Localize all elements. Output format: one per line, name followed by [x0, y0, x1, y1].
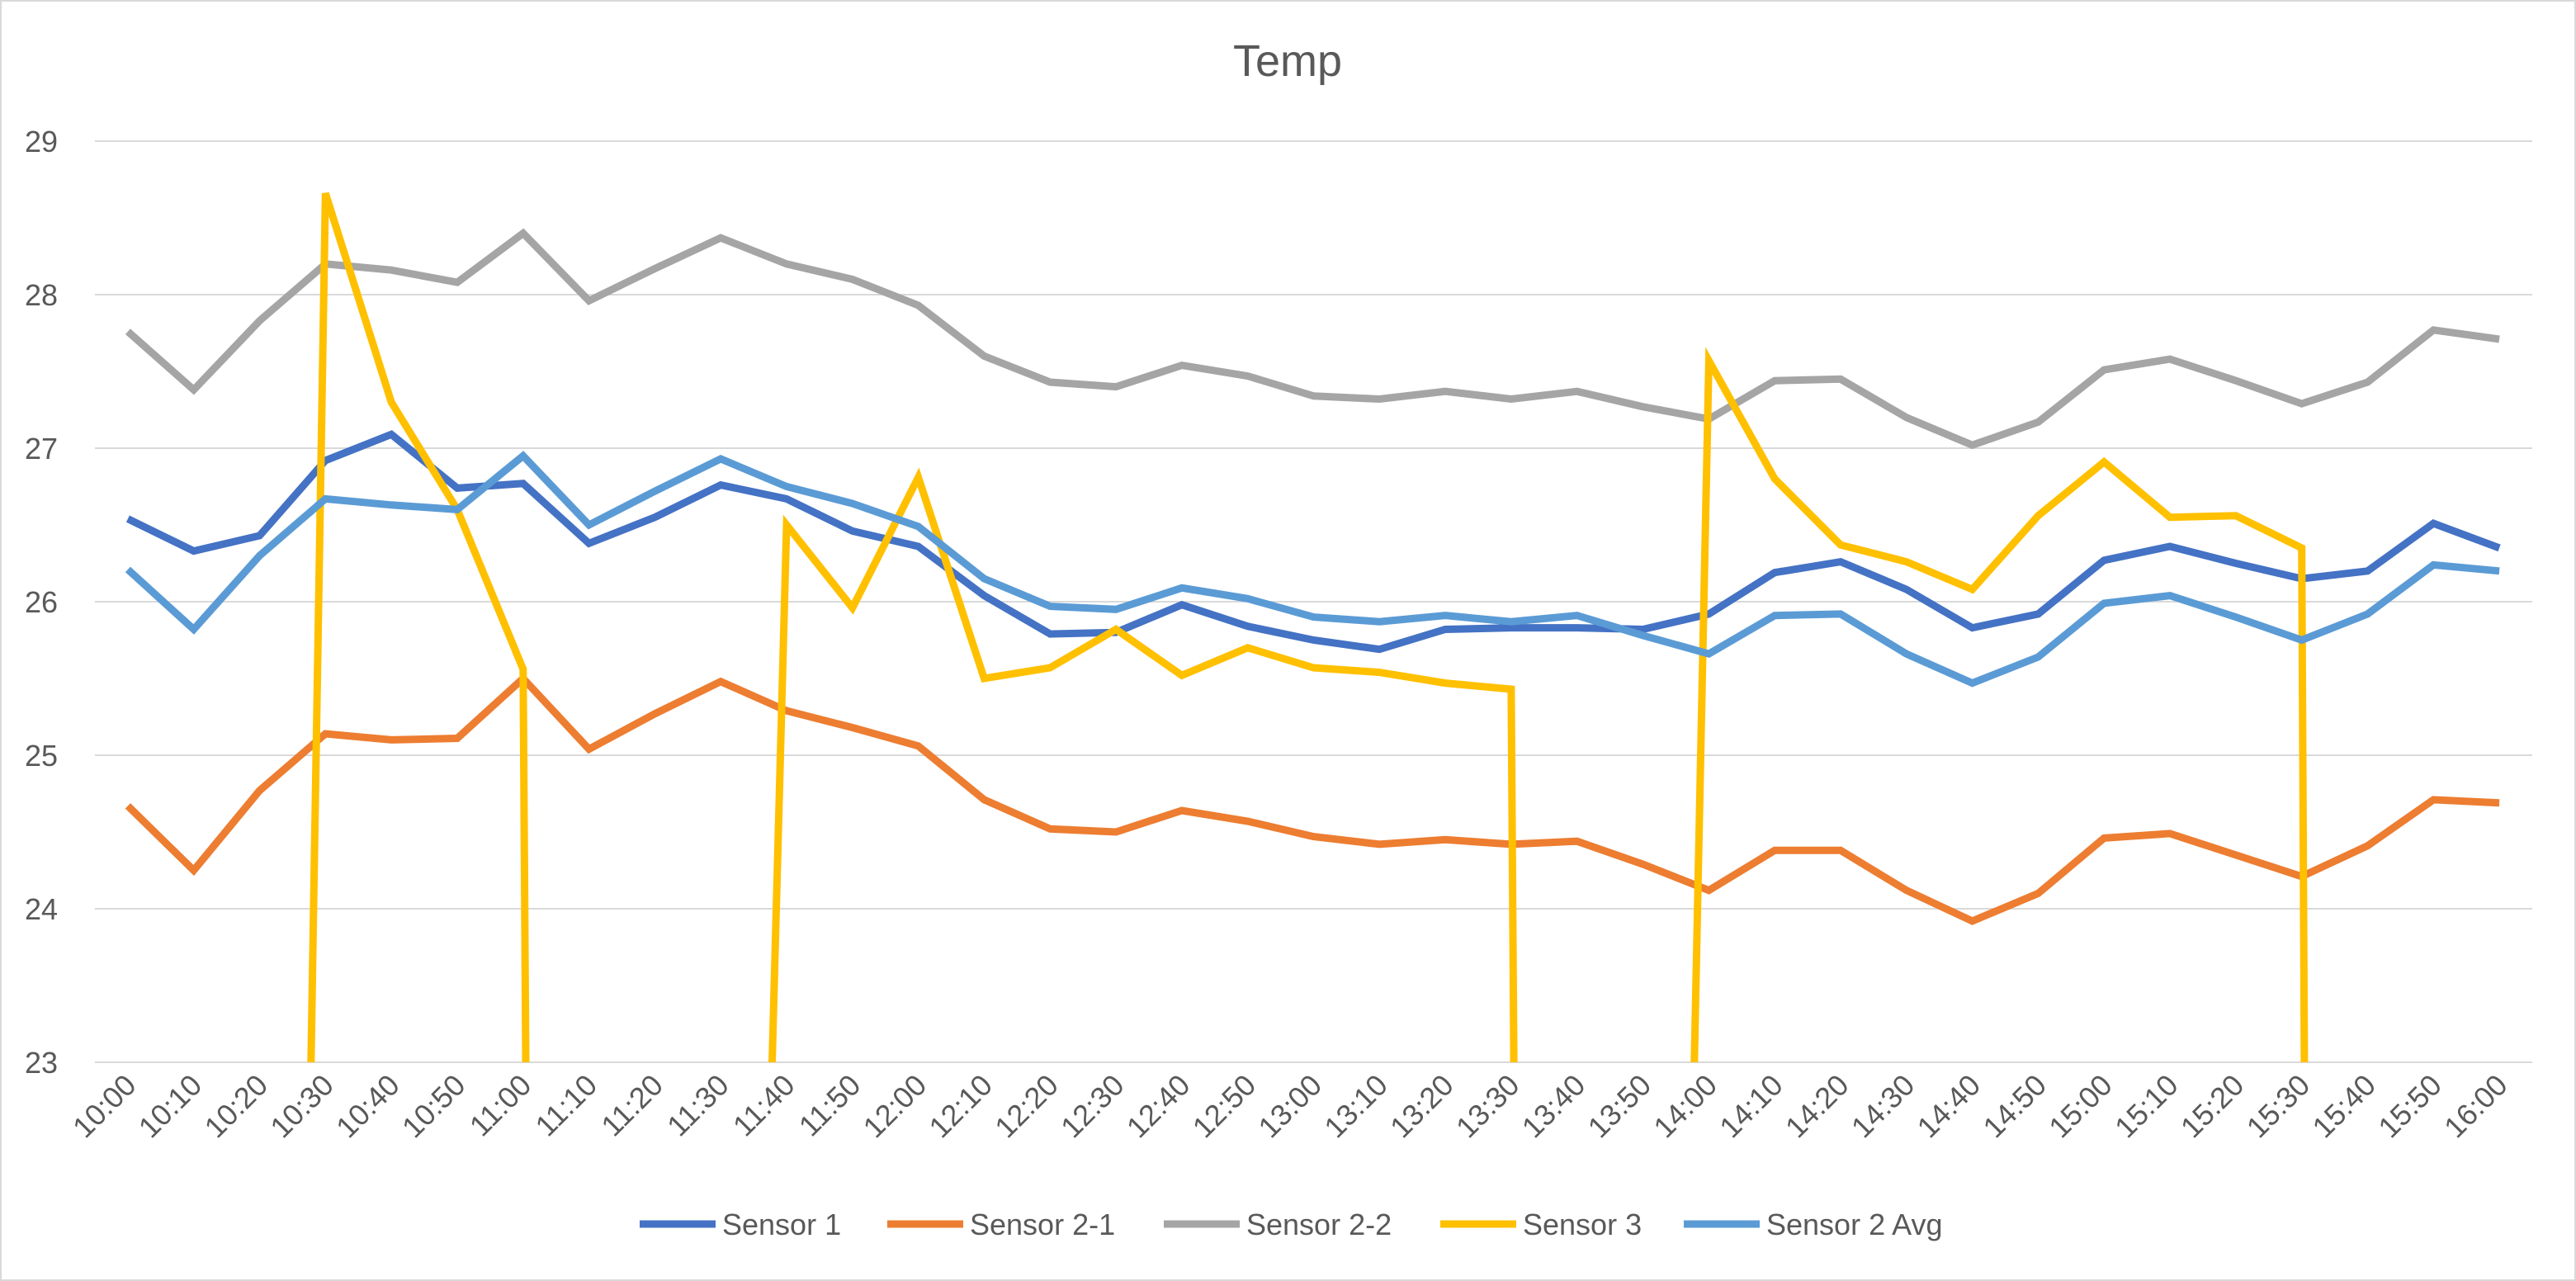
- x-tick-label: 16:00: [2437, 1068, 2514, 1145]
- x-tick-label: 12:20: [988, 1068, 1065, 1145]
- x-tick-label: 10:30: [263, 1068, 340, 1145]
- x-tick-label: 13:20: [1383, 1068, 1460, 1145]
- x-tick-label: 14:20: [1779, 1068, 1855, 1145]
- x-tick-label: 11:30: [660, 1068, 735, 1143]
- x-tick-label: 11:10: [528, 1068, 603, 1143]
- y-tick-label: 24: [25, 892, 58, 926]
- y-tick-label: 28: [25, 278, 58, 312]
- x-tick-label: 12:00: [857, 1068, 934, 1145]
- x-tick-label: 10:10: [132, 1068, 209, 1145]
- series-line-sensor-1: [125, 430, 2501, 654]
- y-tick-label: 26: [25, 585, 58, 619]
- x-tick-label: 14:40: [1911, 1068, 1988, 1145]
- x-tick-label: 13:30: [1449, 1068, 1526, 1145]
- x-tick-label: 12:30: [1054, 1068, 1131, 1145]
- series-line-sensor-2-1: [125, 673, 2500, 925]
- x-tick-label: 14:30: [1845, 1068, 1921, 1145]
- x-tick-label: 12:50: [1186, 1068, 1263, 1145]
- y-tick-label: 29: [25, 125, 58, 158]
- x-tick-label: 12:40: [1120, 1068, 1197, 1145]
- legend-label: Sensor 2-1: [970, 1208, 1115, 1241]
- legend-label: Sensor 1: [722, 1208, 841, 1241]
- legend: Sensor 1 Sensor 2-1 Sensor 2-2 Sensor 3 Sens…: [640, 1208, 1943, 1241]
- x-tick-label: 13:40: [1515, 1068, 1592, 1145]
- x-tick-label: 11:00: [463, 1068, 538, 1143]
- chart-title: Temp: [1233, 36, 1342, 86]
- legend-label: Sensor 2 Avg: [1766, 1208, 1943, 1241]
- x-tick-label: 14:00: [1647, 1068, 1723, 1145]
- x-tick-label: 13:00: [1251, 1068, 1328, 1145]
- x-tick-label: 15:40: [2305, 1068, 2382, 1145]
- x-tick-label: 12:10: [922, 1068, 999, 1145]
- y-tick-label: 25: [25, 739, 58, 773]
- y-tick-label: 23: [25, 1046, 58, 1080]
- series-lines: [125, 191, 2501, 1063]
- x-tick-label: 10:20: [197, 1068, 274, 1145]
- x-tick-label: 11:20: [594, 1068, 669, 1143]
- x-tick-label: 11:50: [792, 1068, 867, 1143]
- x-tick-label: 15:20: [2174, 1068, 2251, 1145]
- x-tick-label: 10:50: [395, 1068, 472, 1145]
- x-tick-label: 15:10: [2108, 1068, 2185, 1145]
- y-axis-tick-labels: 23 24 25 26 27 28 29: [25, 125, 58, 1080]
- x-tick-label: 13:50: [1581, 1068, 1658, 1145]
- series-line-sensor-2-avg: [125, 451, 2500, 688]
- x-tick-label: 14:50: [1976, 1068, 2053, 1145]
- x-tick-label: 15:30: [2240, 1068, 2317, 1145]
- x-axis-tick-labels: 10:0010:1010:2010:3010:4010:5011:0011:10…: [66, 1068, 2514, 1145]
- x-tick-label: 14:10: [1713, 1068, 1789, 1145]
- y-tick-label: 27: [25, 432, 58, 466]
- x-tick-label: 10:00: [66, 1068, 143, 1145]
- series-line-sensor-2-2: [125, 228, 2500, 450]
- x-tick-label: 10:40: [329, 1068, 406, 1145]
- series-line-sensor-3: [307, 191, 2309, 1063]
- x-tick-label: 15:50: [2371, 1068, 2448, 1145]
- x-tick-label: 11:40: [726, 1068, 801, 1143]
- x-tick-label: 13:10: [1317, 1068, 1394, 1145]
- legend-label: Sensor 3: [1523, 1208, 1642, 1241]
- x-tick-label: 15:00: [2042, 1068, 2119, 1145]
- gridlines: [95, 140, 2532, 1063]
- legend-label: Sensor 2-2: [1246, 1208, 1392, 1241]
